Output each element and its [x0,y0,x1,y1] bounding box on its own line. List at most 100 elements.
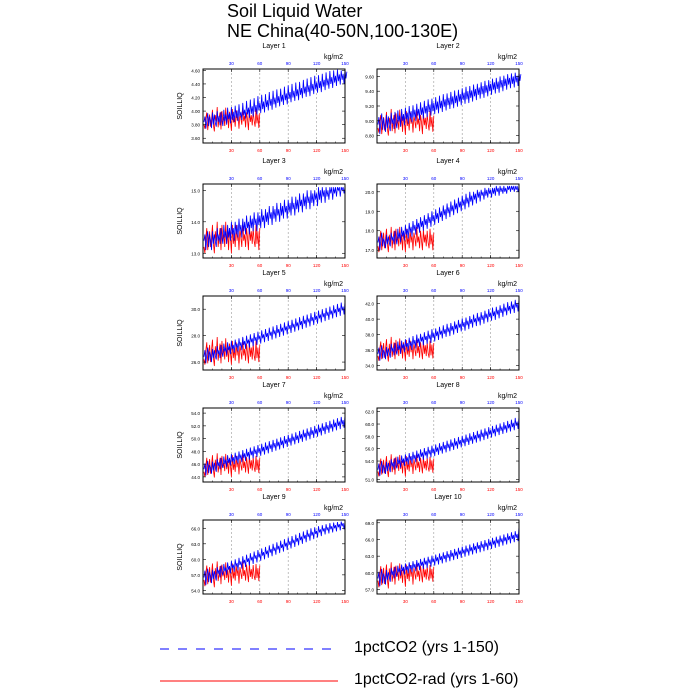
panel-title: Layer 7 [262,382,285,389]
panel-6: Layer 6 kg/m2 34.0 36.0 38.0 40.0 42.0 30 60 90 12… [365,270,523,380]
panel-title: Layer 9 [262,494,285,501]
x-tick-label-bottom: 30 [403,375,409,380]
x-tick-label-top: 90 [460,176,466,181]
x-tick-label-bottom: 150 [341,148,349,153]
y-tick-label: 14.0 [191,220,200,225]
x-tick-label-top: 30 [403,512,409,517]
y-tick-label: 54.0 [191,588,200,593]
x-tick-label-bottom: 90 [286,148,292,153]
y-tick-label: 62.0 [365,410,374,415]
y-tick-label: 52.0 [191,424,200,429]
y-tick-label: 3.80 [191,123,200,128]
x-tick-label-top: 90 [460,61,466,66]
units-label: kg/m2 [324,54,343,61]
x-tick-label-top: 120 [313,176,321,181]
y-tick-label: 28.0 [191,334,200,339]
x-tick-label-bottom: 60 [257,599,263,604]
y-tick-label: 26.0 [191,360,200,365]
series-line-1pctCO2 [203,521,346,586]
y-tick-label: 54.0 [191,411,200,416]
y-tick-label: 9.40 [365,89,374,94]
y-tick-label: 50.0 [191,437,200,442]
x-tick-label-bottom: 60 [257,487,263,492]
x-tick-label-bottom: 30 [229,487,235,492]
x-tick-label-bottom: 150 [515,148,523,153]
x-tick-label-top: 60 [431,61,437,66]
x-tick-label-bottom: 90 [286,487,292,492]
plot-frame [376,519,520,595]
panel-4: Layer 4 kg/m2 17.0 18.0 19.0 20.0 30 60 90 120 150… [365,158,523,268]
y-tick-label: 13.0 [191,251,200,256]
x-tick-label-bottom: 30 [229,148,235,153]
y-tick-label: 19.0 [365,209,374,214]
x-tick-label-top: 120 [487,61,495,66]
y-tick-label: 63.0 [191,542,200,547]
x-tick-label-top: 120 [313,512,321,517]
x-tick-label-top: 60 [257,400,263,405]
x-tick-label-top: 60 [431,400,437,405]
x-tick-label-top: 90 [286,176,292,181]
x-tick-label-bottom: 60 [257,148,263,153]
x-tick-label-bottom: 60 [257,263,263,268]
x-tick-label-bottom: 150 [341,263,349,268]
y-tick-label: 48.0 [191,449,200,454]
y-tick-label: 51.0 [365,478,374,483]
x-tick-label-bottom: 150 [341,375,349,380]
series-line-1pctCO2 [377,185,520,251]
x-tick-label-bottom: 150 [341,599,349,604]
legend-label-1pctCO2: 1pctCO2 (yrs 1-150) [354,639,499,656]
x-tick-label-bottom: 150 [515,487,523,492]
x-tick-label-bottom: 30 [403,599,409,604]
units-label: kg/m2 [324,169,343,176]
x-tick-label-top: 30 [403,400,409,405]
y-tick-label: 4.60 [191,68,200,73]
x-tick-label-top: 120 [313,61,321,66]
x-tick-label-top: 120 [487,288,495,293]
x-tick-label-bottom: 30 [229,375,235,380]
x-tick-label-top: 60 [431,288,437,293]
panel-title: Layer 1 [262,43,285,50]
panel-10: Layer 10 kg/m2 57.0 60.0 63.0 66.0 69.0 30 60 90 1… [365,494,523,604]
x-tick-label-top: 90 [460,288,466,293]
x-tick-label-top: 60 [257,512,263,517]
y-tick-label: 18.0 [365,229,374,234]
panel-3: Layer 3 kg/m2 SOILLIQ 13.0 14.0 15.0 30 60 90 120… [177,158,349,268]
series-line-1pctCO2 [377,299,520,361]
units-label: kg/m2 [324,505,343,512]
x-tick-label-top: 60 [257,288,263,293]
units-label: kg/m2 [498,169,517,176]
series-line-1pctCO2 [377,526,520,587]
x-tick-label-top: 30 [403,176,409,181]
panel-title: Layer 10 [434,494,461,501]
units-label: kg/m2 [498,281,517,288]
units-label: kg/m2 [324,281,343,288]
x-tick-label-bottom: 120 [313,599,321,604]
panel-9: Layer 9 kg/m2 SOILLIQ 54.0 57.0 60.0 63.0 66.0 3… [177,494,349,604]
x-tick-label-bottom: 120 [487,487,495,492]
y-tick-label: 30.0 [191,307,200,312]
y-tick-label: 9.60 [365,74,374,79]
x-tick-label-top: 30 [229,176,235,181]
y-tick-label: 46.0 [191,462,200,467]
x-tick-label-top: 60 [257,176,263,181]
x-tick-label-top: 120 [313,400,321,405]
x-tick-label-bottom: 120 [313,148,321,153]
x-tick-label-bottom: 150 [515,263,523,268]
x-tick-label-bottom: 60 [431,375,437,380]
x-tick-label-top: 30 [229,61,235,66]
x-tick-label-top: 30 [403,288,409,293]
y-axis-label: SOILLIQ [177,207,184,235]
series-line-1pctCO2 [203,301,346,364]
chart-title-line-2: NE China(40-50N,100-130E) [227,21,459,41]
series-line-1pctCO2 [203,414,346,476]
y-tick-label: 58.0 [365,434,374,439]
panel-title: Layer 2 [436,43,459,50]
plot-frame [202,295,346,371]
x-tick-label-bottom: 60 [431,599,437,604]
x-tick-label-bottom: 60 [431,487,437,492]
x-tick-label-bottom: 120 [487,599,495,604]
x-tick-label-bottom: 90 [460,599,466,604]
x-tick-label-bottom: 150 [515,599,523,604]
x-tick-label-top: 60 [431,512,437,517]
x-tick-label-bottom: 30 [403,148,409,153]
